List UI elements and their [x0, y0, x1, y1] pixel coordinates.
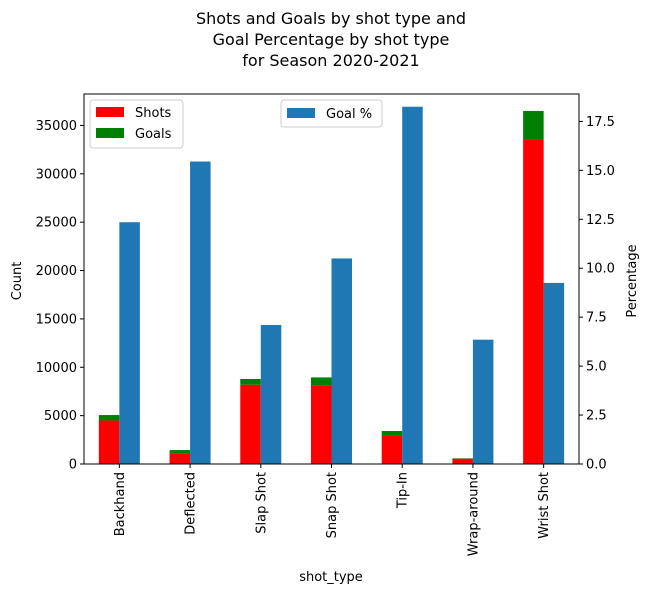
bar-goals-6 [523, 110, 544, 140]
chart-title: Shots and Goals by shot type and Goal Pe… [196, 9, 466, 70]
legends-layer: Shots Goals Goal % [89, 99, 383, 149]
y-left-tick-label-7: 35000 [36, 119, 77, 134]
x-tick-label-1: Deflected [184, 472, 199, 535]
y-left-tick-label-4: 20000 [36, 264, 77, 279]
y-left-tick-label-5: 25000 [36, 216, 77, 231]
x-tick-label-2: Slap Shot [254, 472, 269, 534]
legend-label-2: Goal % [326, 107, 372, 122]
y-right-tick-label-1: 2.5 [586, 409, 607, 424]
x-axis-label: shot_type [299, 570, 363, 585]
legend-swatch-0 [96, 107, 124, 117]
legend-label-0: Shots [135, 106, 172, 121]
bar-shots-3 [310, 385, 332, 464]
axes-layer: Backhand Deflected Slap Shot Snap Shot Tip-I… [36, 93, 615, 556]
bar-goal-pct-3 [331, 258, 353, 464]
bar-goal-pct-5 [472, 339, 494, 464]
bar-goal-pct-1 [190, 161, 211, 465]
bar-shots-0 [98, 420, 120, 464]
title-line-3: for Season 2020-2021 [242, 51, 419, 70]
y-axis-label-left: Count [10, 262, 25, 301]
y-right-tick-label-3: 7.5 [586, 311, 607, 326]
y-right-tick-label-4: 10.0 [586, 262, 615, 277]
legend-swatch-2 [287, 108, 315, 118]
bar-goal-pct-2 [260, 325, 282, 464]
bar-goals-3 [310, 377, 332, 386]
bar-goal-pct-6 [543, 282, 565, 464]
y-right-tick-label-5: 12.5 [586, 213, 615, 228]
bar-goals-2 [240, 378, 261, 385]
y-right-tick-label-6: 15.0 [586, 164, 615, 179]
bar-shots-1 [169, 453, 191, 464]
bar-goal-pct-4 [402, 106, 423, 465]
x-tick-label-6: Wrist Shot [537, 472, 552, 539]
bar-goals-1 [169, 450, 191, 454]
y-right-tick-label-7: 17.5 [586, 115, 615, 130]
x-tick-label-3: Snap Shot [325, 472, 340, 538]
legend-swatch-1 [96, 128, 124, 138]
bar-shots-5 [452, 458, 473, 464]
y-left-tick-label-0: 0 [69, 458, 77, 473]
plot-frame [83, 93, 580, 465]
x-tick-label-0: Backhand [113, 472, 128, 536]
y-left-tick-label-1: 5000 [44, 409, 77, 424]
bars-layer [98, 106, 565, 465]
y-axis-label-right: Percentage [625, 244, 640, 317]
bar-shots-6 [523, 139, 544, 465]
x-tick-label-5: Wrap-around [466, 472, 481, 556]
y-left-tick-label-6: 30000 [36, 167, 77, 182]
legend-right-box [280, 99, 383, 128]
bar-shots-2 [240, 384, 261, 464]
y-right-tick-label-0: 0.0 [586, 458, 607, 473]
legend-label-1: Goals [135, 127, 172, 142]
bar-shots-4 [381, 435, 403, 464]
x-tick-label-4: Tip-In [396, 472, 411, 509]
y-right-tick-label-2: 5.0 [586, 360, 607, 375]
bar-goal-pct-0 [119, 222, 140, 464]
title-line-1: Shots and Goals by shot type and [196, 9, 466, 28]
bar-goals-0 [98, 415, 120, 421]
y-left-tick-label-2: 10000 [36, 361, 77, 376]
title-line-2: Goal Percentage by shot type [213, 30, 450, 49]
y-left-tick-label-3: 15000 [36, 312, 77, 327]
bar-goals-4 [381, 431, 403, 436]
